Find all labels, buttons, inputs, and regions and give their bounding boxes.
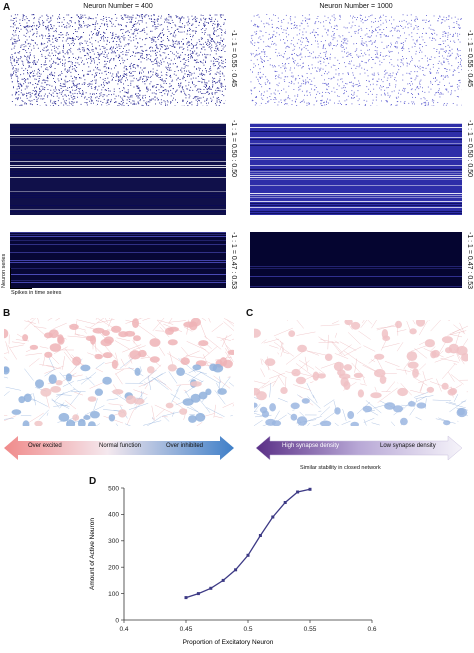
panel-a-letter: A [3,2,11,13]
y-tick-label: 400 [108,512,119,519]
ratio-label-left-3: -1 : 1 = 0.47 : 0.53 [230,232,237,290]
spikes-time-label: Spikes in time seires [11,290,62,296]
spike-raster-1000-ratio-050 [250,123,462,215]
x-axis-label: Proportion of Excitatory Neuron [183,639,274,646]
ratio-label-right-1: -1 : 1 = 0.55 : 0.45 [466,30,473,88]
y-tick-label: 300 [108,538,119,545]
data-point [184,596,188,600]
normal-function-label: Normal function [99,443,142,449]
x-tick-label: 0.5 [243,626,252,633]
y-tick-label: 200 [108,565,119,572]
spike-raster-400-ratio-050 [10,123,226,215]
data-point [234,568,238,572]
spike-raster-400-ratio-047 [10,232,226,288]
y-axis-label: Amount of Active Neuron [89,518,96,590]
network-illustration-mixed [4,318,234,426]
data-point [296,490,300,494]
data-point [258,534,262,537]
x-tick-label: 0.45 [180,626,193,633]
ratio-label-left-2: -1 : 1 = 0.50 : 0.50 [230,120,237,178]
spike-raster-1000-ratio-047 [250,232,462,288]
scale-bar-vertical [10,268,11,288]
data-point [283,501,287,504]
synapse-density-gradient-arrow [256,435,462,461]
excitation-gradient-arrow [4,436,234,460]
y-tick-label: 0 [115,617,119,624]
series-line [185,488,311,599]
panel-c-letter: C [246,308,254,319]
closed-network-caption: Similar stability in closed network [300,465,381,471]
over-excited-label: Over excited [28,443,62,449]
activity-line-chart: 0 100 200 300 400 500 0.4 0.45 0.5 0.55 0.6 Amoun… [89,485,377,646]
over-inhibited-label: Over inhibited [166,443,204,449]
raster-title-right: Neuron Number = 1000 [319,3,393,10]
scale-bar-horizontal [10,288,32,289]
ratio-label-right-2: -1 : 1 = 0.50 : 0.50 [466,120,473,178]
data-point [271,515,275,519]
panel-d-letter: D [89,476,97,487]
data-point [221,578,225,582]
low-synapse-density-label: Low synapse density [380,443,436,449]
x-tick-label: 0.55 [304,626,317,633]
y-tick-label: 100 [108,591,119,598]
data-point [209,586,213,590]
panel-b-letter: B [3,308,11,319]
ratio-label-left-1: -1 : 1 = 0.55 : 0.45 [230,30,237,88]
data-point [196,592,200,596]
raster-title-left: Neuron Number = 400 [83,3,153,10]
network-illustration-density [254,320,468,426]
spike-raster-1000-ratio-055 [250,14,462,106]
data-point [246,553,250,557]
x-tick-label: 0.4 [119,626,128,633]
high-synapse-density-label: High synapse density [282,443,340,449]
ratio-label-right-3: -1 : 1 = 0.47 : 0.53 [466,232,473,290]
y-tick-label: 500 [108,485,119,492]
neuron-series-label: Neuron series [1,253,7,288]
x-tick-label: 0.6 [367,626,376,633]
spike-raster-400-ratio-055 [10,14,226,106]
data-point [308,487,312,491]
